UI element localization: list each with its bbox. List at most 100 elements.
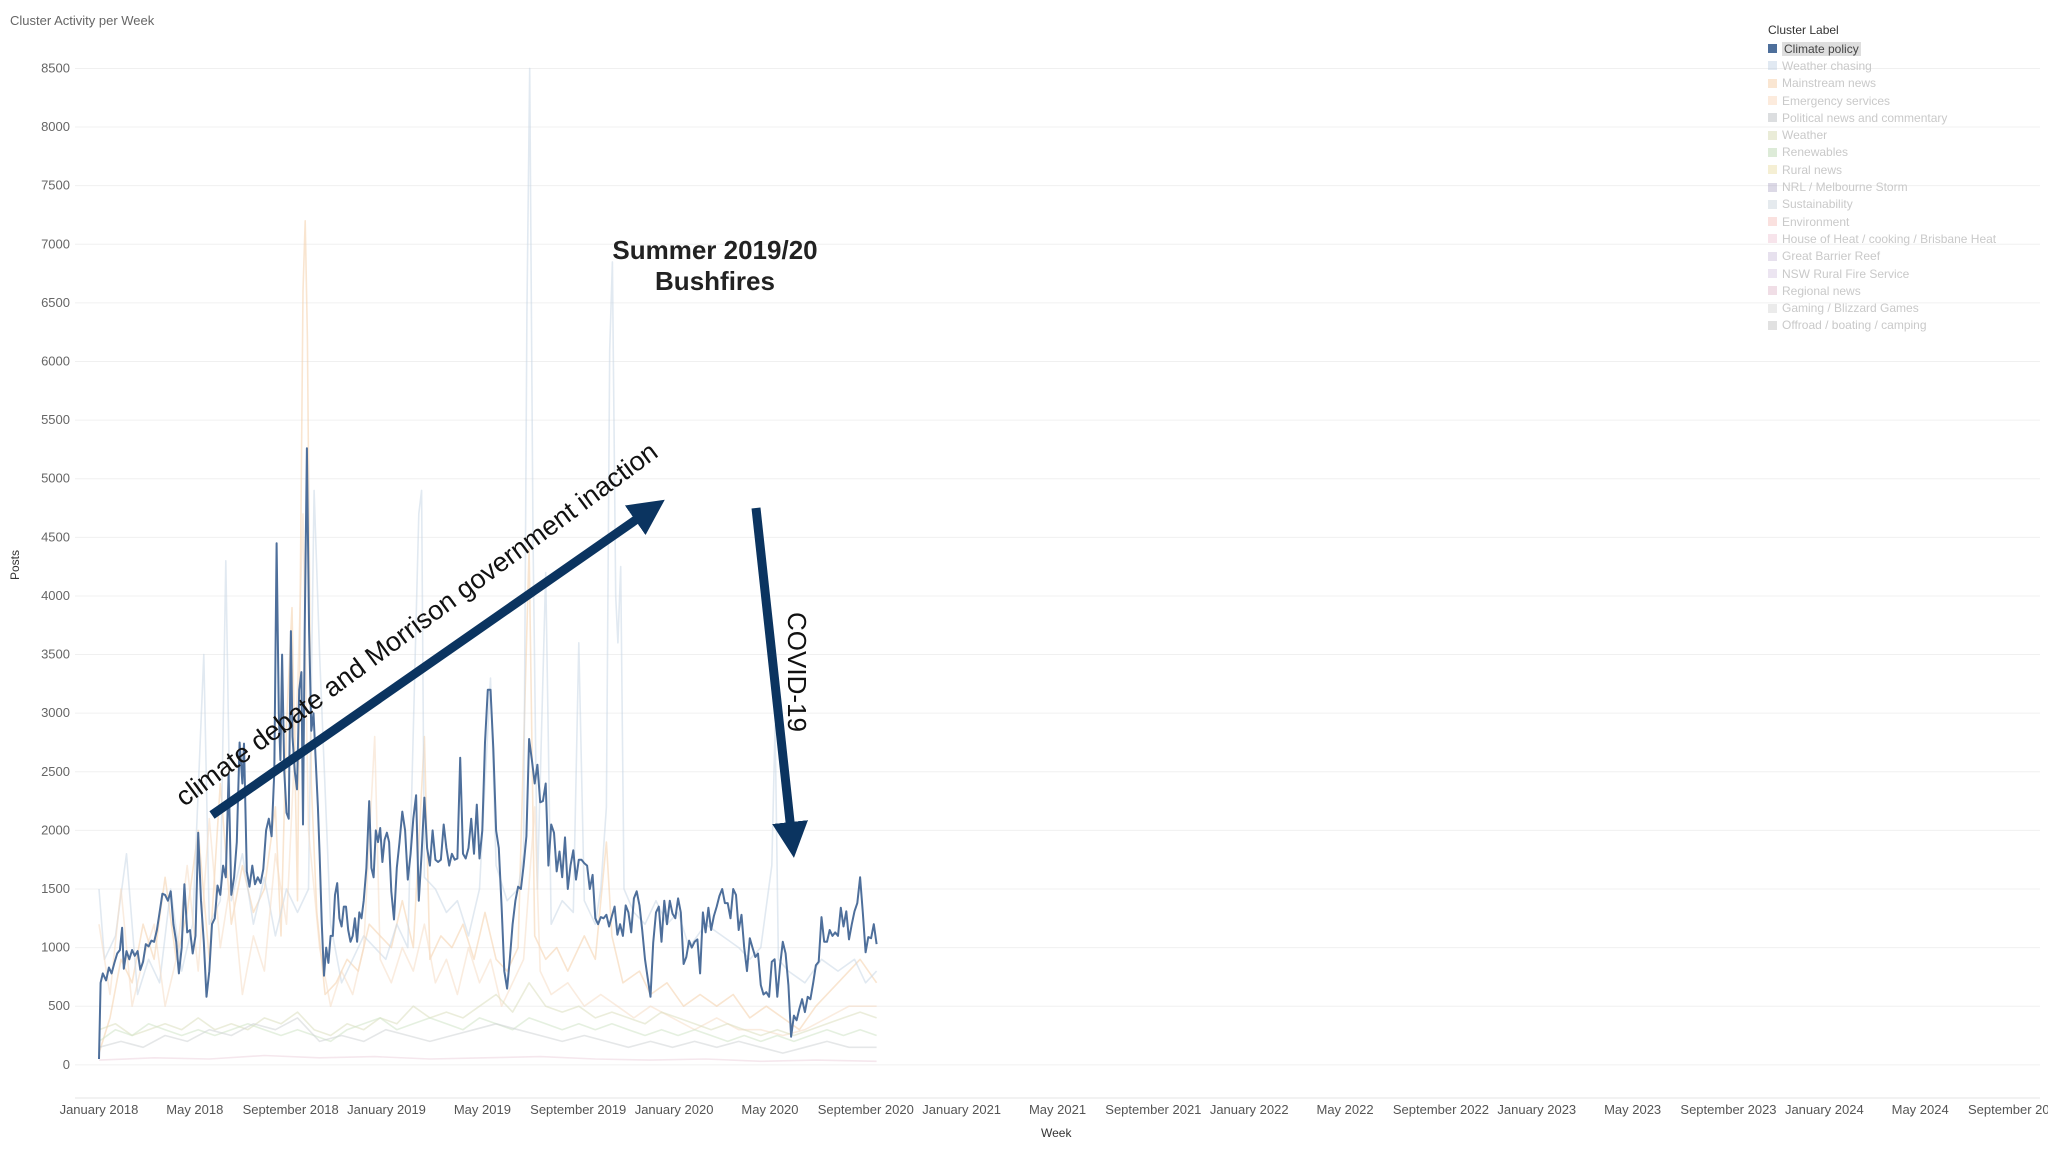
series-line-weather-faded [98, 982, 877, 1037]
x-tick-label: January 2023 [1497, 1102, 1576, 1117]
legend-label: Weather [1782, 128, 1828, 143]
legend-label: House of Heat / cooking / Brisbane Heat [1782, 231, 1997, 246]
covid-annotation: COVID-19 [782, 612, 812, 732]
legend-swatch [1768, 147, 1777, 157]
bushfire-annotation-line2: Bushfires [655, 266, 775, 296]
x-axis-ticks: January 2018 May 2018 September 2018 Januar… [60, 1102, 2048, 1117]
legend-swatch [1768, 303, 1777, 313]
legend-label: Environment [1782, 214, 1850, 229]
bushfire-annotation: Summer 2019/20 Bushfires [580, 235, 850, 297]
legend-item[interactable]: Renewables [1768, 144, 1996, 161]
x-tick-label: September 2022 [1393, 1102, 1489, 1117]
legend-swatch [1768, 217, 1777, 227]
y-tick-label: 3500 [41, 647, 70, 662]
legend-item[interactable]: Weather [1768, 126, 1996, 143]
legend-swatch [1768, 251, 1777, 261]
y-tick-label: 0 [63, 1057, 70, 1072]
x-tick-label: September 2020 [818, 1102, 914, 1117]
climate-debate-arrow [209, 499, 665, 819]
y-tick-label: 4000 [41, 588, 70, 603]
legend-swatch [1768, 165, 1777, 175]
faded-series-group [98, 67, 878, 1063]
legend-swatch [1768, 199, 1777, 209]
legend-label: Gaming / Blizzard Games [1782, 301, 1919, 316]
series-line-renewables-faded [98, 1017, 877, 1043]
x-tick-label: May 2019 [454, 1102, 511, 1117]
legend-swatch [1768, 113, 1777, 123]
legend-item[interactable]: Mainstream news [1768, 75, 1996, 92]
legend-item[interactable]: Climate policy [1768, 40, 1996, 57]
y-tick-label: 1500 [41, 881, 70, 896]
highlighted-series-group [98, 447, 878, 1060]
x-tick-label: May 2021 [1029, 1102, 1086, 1117]
y-tick-label: 7500 [41, 178, 70, 193]
annotation-arrows [209, 499, 808, 858]
x-tick-label: September 2024 [1968, 1102, 2048, 1117]
legend-label: Regional news [1782, 283, 1861, 298]
legend-swatch [1768, 286, 1777, 296]
series-line-climate-policy [98, 447, 878, 1060]
y-tick-label: 5500 [41, 412, 70, 427]
legend-label: Weather chasing [1782, 58, 1872, 73]
x-tick-label: September 2021 [1105, 1102, 1201, 1117]
legend-label: Offroad / boating / camping [1782, 318, 1927, 333]
legend-swatch [1768, 320, 1777, 330]
x-tick-label: January 2024 [1785, 1102, 1864, 1117]
x-tick-label: January 2021 [922, 1102, 1001, 1117]
legend-swatch [1768, 78, 1777, 88]
bushfire-annotation-line1: Summer 2019/20 [612, 235, 818, 265]
legend-item[interactable]: Rural news [1768, 161, 1996, 178]
legend-swatch [1768, 182, 1777, 192]
y-tick-label: 500 [48, 998, 70, 1013]
legend-swatch [1768, 130, 1777, 140]
legend-label: Rural news [1782, 162, 1843, 177]
legend-item[interactable]: NSW Rural Fire Service [1768, 265, 1996, 282]
legend-label: Climate policy [1782, 41, 1861, 56]
x-tick-label: May 2023 [1604, 1102, 1661, 1117]
legend-label: NRL / Melbourne Storm [1782, 180, 1908, 195]
y-tick-label: 3000 [41, 705, 70, 720]
x-tick-label: January 2018 [60, 1102, 139, 1117]
y-tick-label: 2500 [41, 764, 70, 779]
chart-title: Cluster Activity per Week [10, 13, 155, 28]
y-tick-label: 7000 [41, 236, 70, 251]
legend-item[interactable]: Offroad / boating / camping [1768, 317, 1996, 334]
y-tick-label: 4500 [41, 529, 70, 544]
legend-label: Mainstream news [1782, 76, 1877, 91]
y-tick-label: 8000 [41, 119, 70, 134]
legend-item[interactable]: Sustainability [1768, 196, 1996, 213]
x-tick-label: September 2018 [243, 1102, 339, 1117]
legend-label: Emergency services [1782, 93, 1891, 108]
legend-item[interactable]: Gaming / Blizzard Games [1768, 299, 1996, 316]
gridlines [75, 67, 2040, 1099]
legend-label: Sustainability [1782, 197, 1853, 212]
legend-label: NSW Rural Fire Service [1782, 266, 1910, 281]
series-line-political-news-and-commentary-faded [98, 1017, 877, 1054]
legend-items: Climate policy Weather chasing Mainstream … [1768, 40, 1996, 334]
x-tick-label: September 2019 [530, 1102, 626, 1117]
legend-item[interactable]: Great Barrier Reef [1768, 248, 1996, 265]
y-tick-label: 8500 [41, 60, 70, 75]
series-line-regional-news-faded [98, 1054, 877, 1063]
legend-item[interactable]: NRL / Melbourne Storm [1768, 178, 1996, 195]
legend-item[interactable]: Political news and commentary [1768, 109, 1996, 126]
legend-item[interactable]: Regional news [1768, 282, 1996, 299]
x-tick-label: May 2018 [166, 1102, 223, 1117]
y-axis-ticks: 0 500 1000 1500 2000 2500 3000 3500 4000 4500 5000… [41, 60, 70, 1071]
legend-swatch [1768, 61, 1777, 71]
x-tick-label: January 2019 [347, 1102, 426, 1117]
y-axis-title: Posts [8, 549, 22, 580]
covid-arrow [751, 507, 808, 858]
y-tick-label: 2000 [41, 822, 70, 837]
y-tick-label: 6000 [41, 354, 70, 369]
legend-item[interactable]: Weather chasing [1768, 57, 1996, 74]
legend-item[interactable]: House of Heat / cooking / Brisbane Heat [1768, 230, 1996, 247]
legend-item[interactable]: Emergency services [1768, 92, 1996, 109]
y-tick-label: 6500 [41, 295, 70, 310]
legend-swatch [1768, 269, 1777, 278]
series-line-emergency-services-faded [98, 513, 877, 1037]
y-tick-label: 5000 [41, 471, 70, 486]
legend-item[interactable]: Environment [1768, 213, 1996, 230]
legend-swatch [1768, 96, 1777, 106]
